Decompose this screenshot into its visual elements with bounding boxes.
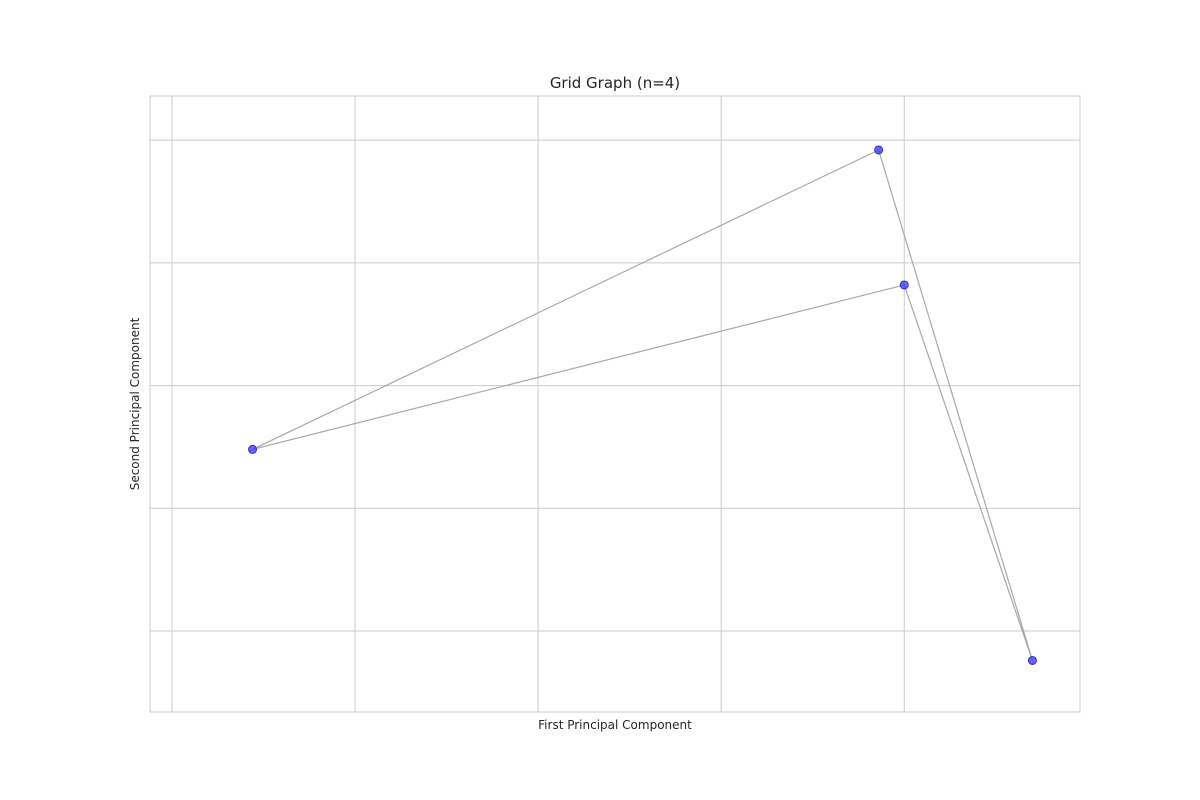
plot-frame	[149, 95, 1081, 713]
y-axis-label: Second Principal Component	[128, 317, 142, 490]
graph-edge	[252, 284, 905, 450]
graph-edge	[903, 284, 1033, 661]
graph-node	[874, 145, 884, 155]
graph-edge	[878, 149, 1033, 661]
x-axis-label: First Principal Component	[538, 718, 692, 732]
nodes	[248, 145, 1037, 665]
chart-title: Grid Graph (n=4)	[550, 74, 680, 92]
y-gridlines	[150, 139, 1080, 632]
edges	[252, 149, 1033, 661]
graph-node	[1027, 655, 1037, 665]
graph-node	[899, 280, 909, 290]
graph-node	[248, 444, 258, 454]
x-gridlines	[171, 96, 905, 712]
graph-edge	[252, 149, 879, 450]
